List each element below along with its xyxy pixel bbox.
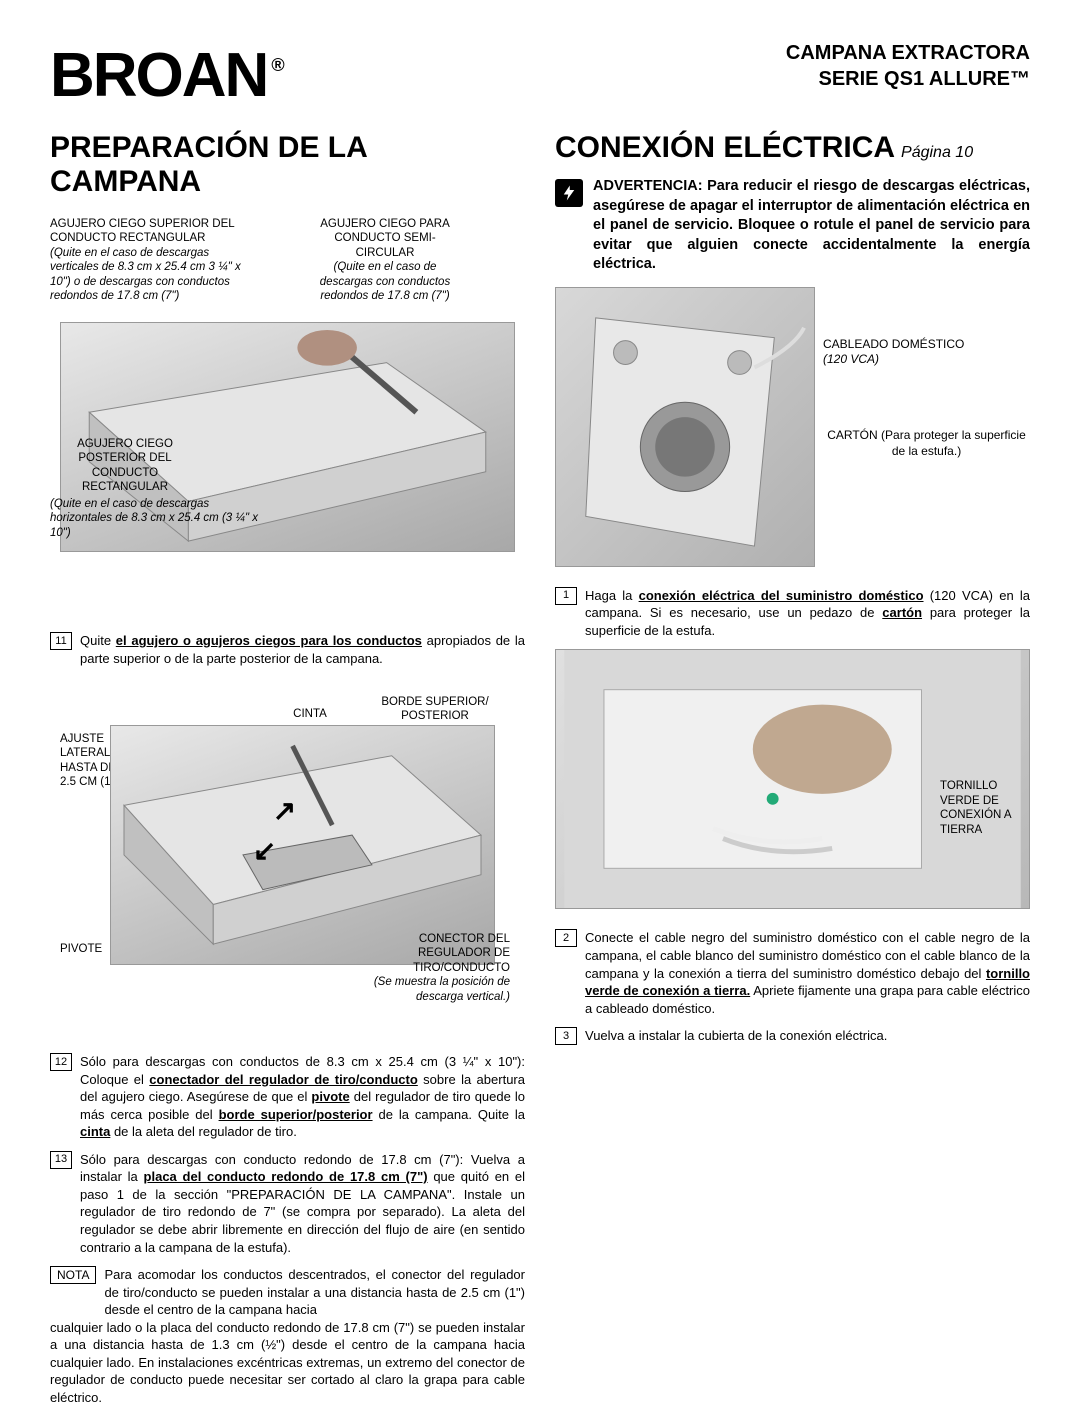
step-12: 12 Sólo para descargas con conductos de … — [50, 1053, 525, 1141]
figure-3-wrap: CABLEADO DOMÉSTICO (120 VCA) CARTÓN (Par… — [555, 287, 1030, 577]
callout-top-left-title: AGUJERO CIEGO SUPERIOR DEL CONDUCTO RECT… — [50, 218, 234, 244]
step-3-body: Vuelva a instalar la cubierta de la cone… — [585, 1027, 1030, 1045]
step-1: 1 Haga la conexión eléctrica del suminis… — [555, 587, 1030, 640]
callout-top-right-note: (Quite en el caso de descargas con condu… — [320, 261, 450, 302]
figure-2: ↗ ↙ — [110, 725, 495, 965]
callout-cinta: CINTA — [285, 707, 335, 721]
brand-text: BROAN — [50, 40, 267, 111]
left-section-title: PREPARACIÓN DE LA CAMPANA — [50, 131, 525, 199]
step-13: 13 Sólo para descargas con conducto redo… — [50, 1151, 525, 1256]
right-column: CONEXIÓN ELÉCTRICA Página 10 ADVERTENCIA… — [555, 131, 1030, 1406]
callout-top-left-note: (Quite en el caso de descargas verticale… — [50, 247, 241, 302]
warning-text: ADVERTENCIA: Para reducir el riesgo de d… — [593, 177, 1030, 275]
svg-text:↗: ↗ — [273, 795, 296, 826]
figure-3-illustration — [556, 288, 814, 566]
callout-mid-left: AGUJERO CIEGO POSTERIOR DEL CONDUCTO REC… — [50, 437, 200, 495]
step-2: 2 Conecte el cable negro del suministro … — [555, 929, 1030, 1017]
callout-conector-title: CONECTOR DEL REGULADOR DE TIRO/CONDUCTO — [413, 933, 510, 974]
step-3: 3 Vuelva a instalar la cubierta de la co… — [555, 1027, 1030, 1045]
figure-1-wrap: AGUJERO CIEGO SUPERIOR DEL CONDUCTO RECT… — [50, 217, 525, 622]
page-header: BROAN ® CAMPANA EXTRACTORA SERIE QS1 ALL… — [50, 40, 1030, 111]
figure-2-illustration: ↗ ↙ — [111, 726, 494, 964]
fig3-label-cableado: CABLEADO DOMÉSTICO (120 VCA) — [823, 337, 1030, 368]
nota-text-1: Para acomodar los conductos descentrados… — [104, 1266, 525, 1319]
figure-4-wrap: TORNILLO VERDE DE CONEXIÓN A TIERRA — [555, 649, 1030, 909]
fig4-label-tornillo: TORNILLO VERDE DE CONEXIÓN A TIERRA — [940, 779, 1030, 837]
step-3-number: 3 — [555, 1027, 577, 1045]
step-13-number: 13 — [50, 1151, 72, 1169]
step-13-body: Sólo para descargas con conducto redondo… — [80, 1151, 525, 1256]
figure-3-labels: CABLEADO DOMÉSTICO (120 VCA) CARTÓN (Par… — [815, 287, 1030, 577]
callout-conector-note: (Se muestra la posición de descarga vert… — [374, 976, 510, 1002]
step-11-number: 11 — [50, 632, 72, 650]
callout-top-left: AGUJERO CIEGO SUPERIOR DEL CONDUCTO RECT… — [50, 217, 250, 303]
step-11-body: Quite el agujero o agujeros ciegos para … — [80, 632, 525, 667]
product-line2: SERIE QS1 ALLURE™ — [786, 66, 1030, 92]
step-2-body: Conecte el cable negro del suministro do… — [585, 929, 1030, 1017]
nota-row: NOTA Para acomodar los conductos descent… — [50, 1266, 525, 1319]
figure-2-wrap: CINTA BORDE SUPERIOR/ POSTERIOR AJUSTE L… — [50, 677, 525, 1045]
fig3-label-carton: CARTÓN (Para proteger la superficie de l… — [823, 428, 1030, 459]
callout-mid-left-title: AGUJERO CIEGO POSTERIOR DEL CONDUCTO REC… — [77, 438, 173, 493]
nota-text-2: cualquier lado o la placa del conducto r… — [50, 1319, 525, 1406]
page-reference: Página 10 — [901, 144, 973, 162]
callout-borde: BORDE SUPERIOR/ POSTERIOR — [370, 695, 500, 724]
step-2-number: 2 — [555, 929, 577, 947]
brand-logo: BROAN ® — [50, 40, 283, 111]
step-1-number: 1 — [555, 587, 577, 605]
step-12-body: Sólo para descargas con conductos de 8.3… — [80, 1053, 525, 1141]
callout-pivote: PIVOTE — [60, 942, 120, 956]
callout-conector: CONECTOR DEL REGULADOR DE TIRO/CONDUCTO … — [350, 932, 510, 1004]
warning-box: ADVERTENCIA: Para reducir el riesgo de d… — [555, 177, 1030, 275]
registered-mark: ® — [271, 55, 282, 76]
callout-mid-left-note-wrap: (Quite en el caso de descargas horizonta… — [50, 497, 270, 540]
callout-mid-left-note: (Quite en el caso de descargas horizonta… — [50, 498, 258, 539]
right-section-title: CONEXIÓN ELÉCTRICA — [555, 131, 895, 165]
fig3-label1-title: CABLEADO DOMÉSTICO — [823, 337, 964, 351]
nota-label: NOTA — [50, 1266, 96, 1284]
svg-text:↙: ↙ — [253, 835, 276, 866]
callout-top-right-title: AGUJERO CIEGO PARA CONDUCTO SEMI-CIRCULA… — [320, 218, 450, 259]
fig3-label1-note: (120 VCA) — [823, 352, 879, 366]
figure-3 — [555, 287, 815, 567]
step-11: 11 Quite el agujero o agujeros ciegos pa… — [50, 632, 525, 667]
product-title: CAMPANA EXTRACTORA SERIE QS1 ALLURE™ — [786, 40, 1030, 92]
left-column: PREPARACIÓN DE LA CAMPANA AGUJERO CIEGO … — [50, 131, 525, 1406]
right-title-row: CONEXIÓN ELÉCTRICA Página 10 — [555, 131, 1030, 165]
callout-top-right: AGUJERO CIEGO PARA CONDUCTO SEMI-CIRCULA… — [310, 217, 460, 303]
content-columns: PREPARACIÓN DE LA CAMPANA AGUJERO CIEGO … — [50, 131, 1030, 1406]
step-12-number: 12 — [50, 1053, 72, 1071]
step-1-body: Haga la conexión eléctrica del suministr… — [585, 587, 1030, 640]
lightning-icon — [555, 179, 583, 207]
product-line1: CAMPANA EXTRACTORA — [786, 40, 1030, 66]
